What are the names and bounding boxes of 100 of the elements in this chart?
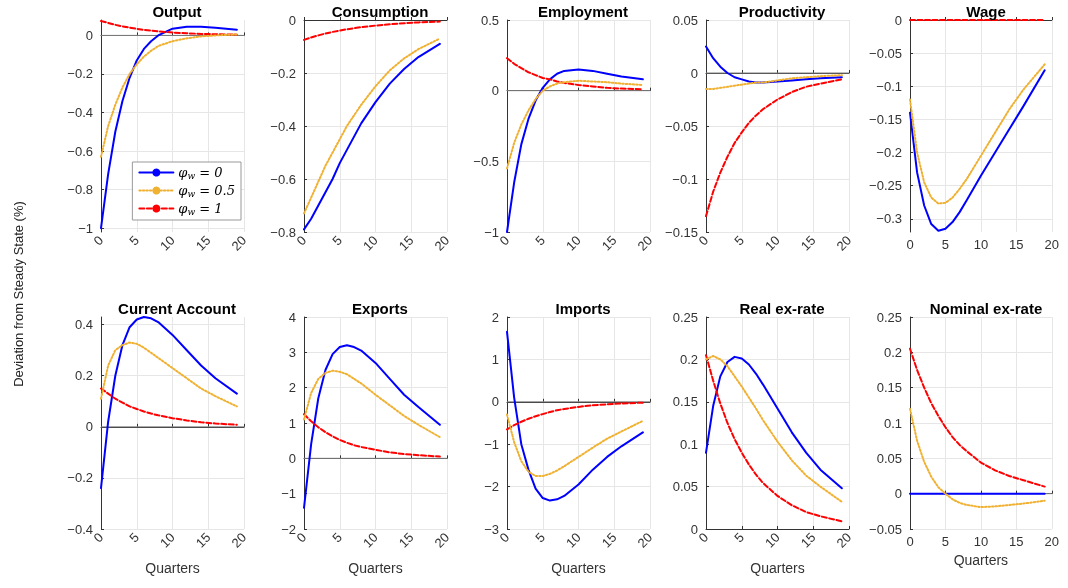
x-tick-label: 15 — [395, 232, 417, 254]
y-tick-label: 0.1 — [883, 415, 902, 431]
y-tick-label: −0.2 — [270, 65, 296, 81]
y-tick-label: 0.2 — [883, 344, 902, 360]
x-tick-label: 10 — [562, 232, 584, 254]
y-tick-label: −0.4 — [67, 521, 93, 537]
y-tick-label: −0.4 — [270, 118, 296, 134]
line-series — [506, 330, 644, 502]
chart-title: Consumption — [331, 3, 429, 20]
line-series — [705, 78, 843, 218]
y-tick-label: −1 — [484, 436, 499, 452]
y-tick-label: −2 — [484, 479, 499, 495]
y-tick-label: 1 — [491, 351, 499, 367]
x-tick-label: 20 — [634, 232, 656, 254]
line-series — [100, 19, 238, 36]
x-tick-label: 20 — [1044, 534, 1059, 549]
x-tick-label: 20 — [833, 232, 855, 254]
y-tick-label: 0.15 — [672, 394, 698, 410]
line-series — [303, 344, 441, 509]
x-tick-label: 15 — [192, 232, 214, 254]
y-tick-label: 0 — [85, 27, 93, 43]
chart-title: Output — [152, 3, 202, 20]
y-tick-label: −1 — [281, 486, 296, 502]
y-tick-label: 0.4 — [74, 317, 93, 333]
y-tick-label: 0 — [288, 12, 296, 28]
y-tick-label: −0.2 — [67, 470, 93, 486]
y-tick-label: −0.6 — [67, 143, 93, 159]
line-series — [909, 69, 1046, 232]
x-tick-label: 20 — [431, 529, 453, 551]
x-tick-label: 15 — [1009, 237, 1024, 252]
y-tick-label: 0.2 — [679, 351, 698, 367]
y-tick-label: 0.2 — [74, 368, 93, 384]
y-tick-label: 4 — [288, 309, 296, 325]
y-tick-label: −0.8 — [270, 224, 296, 240]
y-tick-label: −0.15 — [869, 111, 902, 127]
x-tick-label: 20 — [228, 529, 250, 551]
x-tick-label: 10 — [761, 529, 783, 551]
y-tick-label: −0.2 — [876, 145, 902, 160]
x-axis-title: Quarters — [348, 560, 403, 576]
line-series — [705, 74, 843, 90]
x-tick-label: 5 — [532, 232, 549, 249]
y-tick-label: 0.15 — [876, 380, 902, 396]
line-series — [506, 401, 644, 431]
line-series — [909, 347, 1046, 488]
line-series — [303, 413, 441, 458]
x-tick-label: 10 — [973, 534, 989, 549]
y-tick-label: −0.05 — [665, 118, 698, 134]
chart-title: Real ex-rate — [739, 300, 825, 317]
chart-title: Imports — [555, 300, 611, 317]
y-tick-label: 0.25 — [876, 309, 902, 325]
y-tick-label: 0.05 — [672, 12, 698, 28]
x-tick-label: 15 — [395, 529, 417, 551]
y-tick-label: −0.6 — [270, 171, 296, 187]
y-tick-label: 0.05 — [876, 450, 902, 466]
y-tick-label: −0.8 — [67, 182, 93, 198]
chart-title: Employment — [537, 3, 629, 20]
line-series — [100, 33, 238, 158]
line-series — [303, 20, 441, 41]
x-tick-label: 15 — [598, 232, 620, 254]
y-tick-label: 0 — [491, 83, 499, 99]
line-series — [909, 407, 1046, 509]
x-axis-title: Quarters — [953, 552, 1009, 568]
y-tick-label: −1 — [78, 220, 93, 236]
x-tick-label: 15 — [1009, 534, 1024, 549]
y-tick-label: 2 — [491, 309, 499, 325]
y-tick-label: 0 — [491, 394, 499, 410]
x-tick-label: 10 — [973, 237, 989, 252]
y-tick-label: −0.25 — [869, 178, 902, 194]
x-tick-label: 10 — [761, 232, 783, 254]
x-tick-label: 15 — [192, 529, 214, 551]
x-tick-label: 5 — [941, 534, 950, 549]
x-axis-title: Quarters — [551, 560, 606, 576]
chart-title: Nominal ex-rate — [929, 300, 1043, 317]
x-tick-label: 15 — [598, 529, 620, 551]
y-tick-label: −0.3 — [876, 211, 902, 227]
y-tick-label: 0 — [894, 12, 902, 28]
line-series — [506, 79, 644, 170]
y-tick-label: −0.05 — [869, 45, 902, 61]
y-tick-label: −0.1 — [672, 171, 698, 187]
y-tick-label: −3 — [484, 521, 499, 537]
x-tick-label: 20 — [1044, 237, 1059, 252]
x-tick-label: 5 — [731, 232, 748, 249]
chart-title: Productivity — [738, 3, 826, 20]
x-tick-label: 5 — [532, 529, 549, 546]
x-tick-label: 20 — [431, 232, 453, 254]
x-tick-label: 10 — [359, 232, 381, 254]
y-tick-label: 3 — [288, 344, 296, 360]
y-tick-label: 0 — [288, 450, 296, 466]
chart-title: Exports — [352, 300, 408, 317]
y-tick-label: 0 — [85, 419, 93, 435]
x-tick-label: 15 — [797, 232, 819, 254]
y-tick-label: −2 — [281, 521, 296, 537]
x-tick-label: 5 — [731, 529, 748, 546]
y-tick-label: −0.05 — [869, 521, 902, 537]
y-tick-label: 0.25 — [672, 309, 698, 325]
y-tick-label: 0 — [894, 486, 902, 502]
line-series — [100, 316, 238, 490]
x-tick-label: 5 — [126, 529, 143, 546]
y-tick-label: −0.15 — [665, 224, 698, 240]
x-tick-label: 10 — [156, 529, 178, 551]
